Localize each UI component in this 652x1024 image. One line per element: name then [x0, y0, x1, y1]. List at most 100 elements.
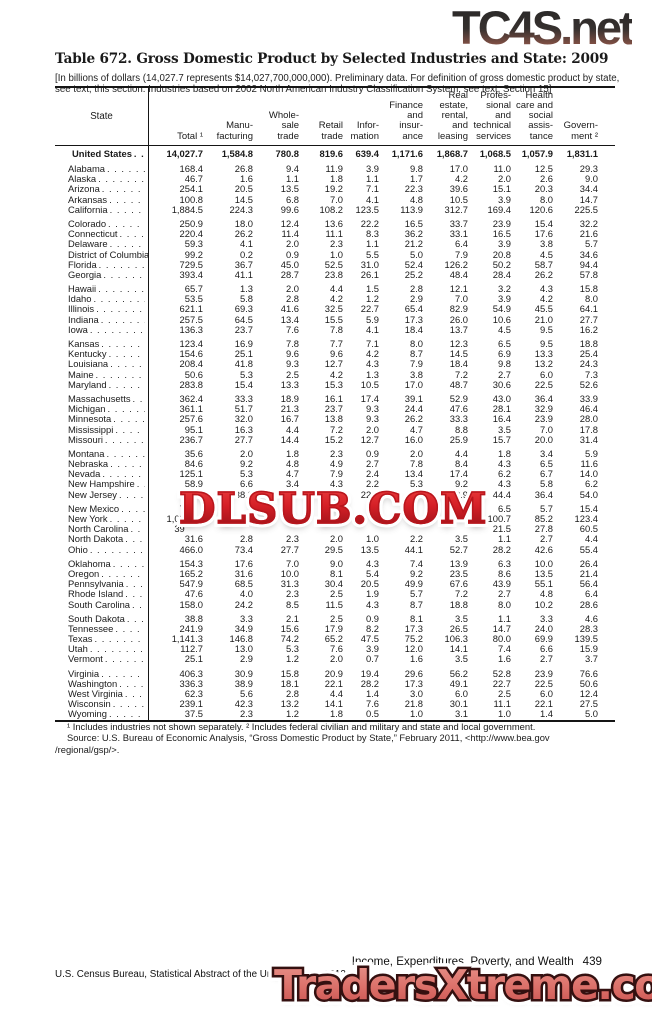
value-cell: 56.4	[579, 578, 598, 590]
value-cell: 9.0	[329, 557, 343, 569]
value-cell: 65.7	[184, 283, 203, 295]
value-cell: 6.9	[497, 348, 511, 360]
value-cell: 4.3	[365, 598, 379, 610]
dot-leader	[119, 679, 145, 689]
state-name: Connecticut	[55, 229, 148, 239]
value-cell: 283.8	[179, 378, 203, 390]
state-name: Utah	[55, 644, 148, 654]
value-cell: 3.3	[239, 612, 253, 624]
value-cell: 2.7	[365, 458, 379, 470]
state-group: Massachusetts 362.4 33.3 18.9 16.1 17.4 39.1 52…	[55, 392, 615, 445]
dot-leader	[96, 304, 145, 314]
dot-leader	[115, 624, 145, 634]
watermark-tradersxtreme: TradersXtreme.com	[274, 961, 652, 1009]
value-cell: 729.5	[179, 258, 203, 270]
value-cell: 13.3	[280, 378, 299, 390]
value-cell: 1.3	[365, 368, 379, 380]
value-cell: 4.2	[454, 173, 468, 185]
dot-leader	[120, 229, 145, 239]
value-cell: 2.2	[409, 533, 423, 545]
value-cell: 2.9	[239, 653, 253, 665]
value-cell: 84.6	[184, 458, 203, 470]
value-cell: 1.6	[497, 653, 511, 665]
value-cell: 50.2	[492, 258, 511, 270]
value-cell: 45.0	[280, 258, 299, 270]
value-cell: 241.9	[179, 622, 203, 634]
state-name: South Dakota	[55, 614, 148, 624]
state-group: Colorado 250.9 18.0 12.4 13.6 22.2 16.5 33.7 23.…	[55, 217, 615, 280]
dot-leader	[110, 239, 145, 249]
dot-leader	[101, 339, 145, 349]
value-cell: 22.5	[534, 378, 553, 390]
column-header-information: Infor- mation	[350, 120, 379, 142]
state-name: Arkansas	[55, 195, 148, 205]
dot-leader	[109, 349, 145, 359]
value-cell: 4.8	[285, 458, 299, 470]
value-cell: 10.2	[534, 598, 553, 610]
dot-leader	[109, 709, 145, 719]
value-cell: 18.8	[579, 338, 598, 349]
value-cell: 49.9	[404, 578, 423, 590]
value-cell: 6.0	[539, 368, 553, 380]
value-cell: 1,08	[166, 513, 185, 524]
table-row: Alabama 168.4 26.8 9.4 11.9 3.9 9.8 17.0 11.0 12.…	[55, 163, 615, 174]
state-name: Louisiana	[55, 359, 148, 369]
dot-leader	[96, 370, 145, 380]
value-cell: 26.5	[449, 622, 468, 634]
value-cell: 23.9	[534, 413, 553, 425]
table-row: Hawaii 65.7 1.3 2.0 4.4 1.5 2.8 12.1 3.2 4.3 15.8	[55, 283, 615, 295]
value-cell: 2.0	[285, 238, 299, 250]
value-cell: 32.2	[579, 217, 598, 229]
column-header-real-estate: Real estate, rental, and leasing	[437, 89, 468, 142]
value-cell: 5.7	[584, 238, 598, 250]
value-cell: 8.0	[497, 598, 511, 610]
value-cell: 3.7	[584, 653, 598, 665]
state-name: Kansas	[55, 339, 148, 349]
value-cell: 18.0	[234, 217, 253, 229]
watermark-dlsub: DLSUB.COM	[178, 485, 488, 533]
value-cell: 2.5	[329, 612, 343, 624]
value-cell: 23.9	[492, 217, 511, 229]
value-cell: 43.9	[492, 578, 511, 590]
value-cell: 1.0	[365, 533, 379, 545]
footnotes: ¹ Includes industries not shown separate…	[55, 721, 621, 755]
value-cell: 13.5	[280, 183, 299, 195]
value-cell: 74.2	[280, 633, 299, 645]
dot-leader	[110, 359, 145, 369]
value-cell: 4.8	[409, 193, 423, 205]
value-cell: 13.7	[449, 323, 468, 335]
table-row: Utah 112.7 13.0 5.3 7.6 3.9 12.0 14.1 7.4 6.6 15.9	[55, 644, 615, 654]
value-cell: 33.9	[579, 392, 598, 404]
value-cell: 13.4	[280, 313, 299, 325]
value-cell: 5.9	[365, 313, 379, 325]
dot-leader	[113, 559, 145, 569]
dot-leader	[90, 644, 145, 654]
column-header-wholesale-trade: Whole- sale trade	[268, 110, 299, 142]
dot-leader	[110, 514, 145, 524]
value-cell: 165.2	[179, 567, 203, 579]
dot-leader	[121, 504, 145, 514]
value-cell: 14.1	[449, 643, 468, 655]
value-cell: 33.7	[449, 217, 468, 229]
value-cell: 3.2	[497, 283, 511, 295]
value-cell: 466.0	[179, 543, 203, 555]
column-divider	[148, 88, 149, 720]
value-cell: 41.6	[280, 303, 299, 315]
value-cell: 5.9	[584, 447, 598, 459]
value-cell: 6.0	[539, 688, 553, 699]
value-cell: 23.8	[324, 268, 343, 280]
value-cell: 239.1	[179, 698, 203, 710]
value-cell: 1,057.9	[521, 147, 553, 159]
value-cell: 44.1	[404, 543, 423, 555]
value-cell: 4.2	[539, 293, 553, 305]
value-cell: 7.2	[454, 368, 468, 380]
dot-leader	[101, 569, 145, 579]
value-cell: 17.3	[404, 677, 423, 689]
state-name: United States	[55, 148, 148, 161]
dot-leader	[107, 164, 145, 174]
state-name: New Hampshire	[55, 479, 148, 489]
value-cell: 26.4	[579, 557, 598, 569]
value-cell: 41.8	[234, 358, 253, 370]
value-cell: 8.7	[409, 598, 423, 610]
value-cell: 123.5	[355, 203, 379, 215]
